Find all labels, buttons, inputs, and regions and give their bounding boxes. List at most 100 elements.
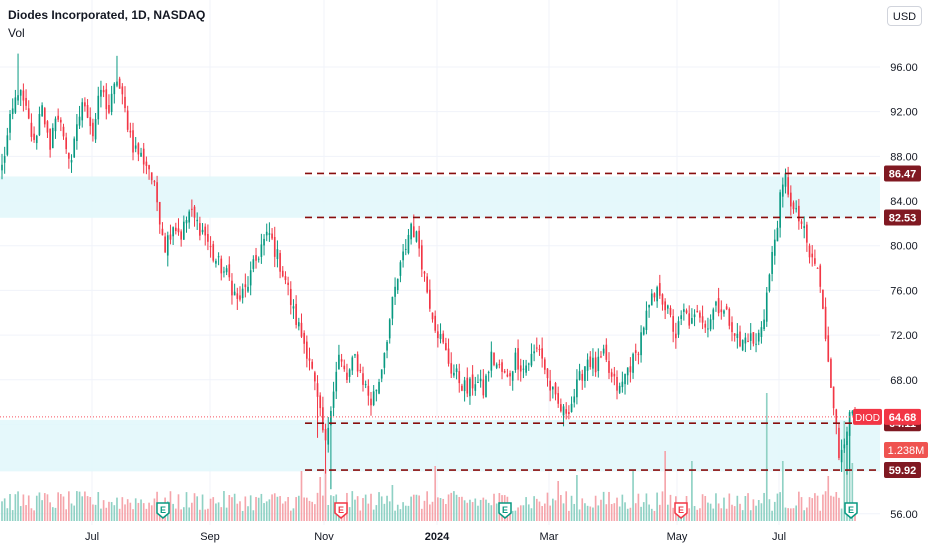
volume-bar bbox=[49, 502, 51, 521]
candle-body bbox=[420, 245, 423, 270]
candle-body bbox=[653, 293, 656, 298]
volume-bar bbox=[618, 506, 621, 521]
volume-tag-bg bbox=[884, 442, 928, 458]
support-resistance-zone bbox=[0, 176, 880, 218]
candle-body bbox=[506, 374, 509, 377]
support-resistance-zone bbox=[0, 419, 880, 472]
volume-bar bbox=[193, 493, 196, 521]
candle-body bbox=[351, 357, 354, 371]
candle-body bbox=[752, 332, 755, 344]
candle-body bbox=[126, 110, 129, 130]
volume-bar bbox=[276, 496, 279, 521]
volume-bar bbox=[51, 507, 54, 521]
candle-body bbox=[640, 332, 642, 356]
volume-indicator-label[interactable]: Vol bbox=[8, 26, 25, 40]
candle-body bbox=[265, 231, 268, 236]
candle-body bbox=[388, 319, 391, 339]
candle-body bbox=[207, 233, 209, 242]
earnings-marker-positive[interactable]: E bbox=[156, 502, 170, 519]
candle-body bbox=[800, 221, 803, 224]
volume-bar bbox=[378, 492, 380, 521]
candle-body bbox=[490, 351, 493, 371]
candle-body bbox=[27, 108, 30, 119]
candle-body bbox=[338, 354, 340, 370]
volume-bar bbox=[605, 504, 608, 521]
volume-bar bbox=[755, 505, 757, 521]
candle-body bbox=[17, 95, 19, 101]
volume-bar bbox=[46, 494, 49, 521]
candle-body bbox=[335, 371, 338, 392]
earnings-marker-negative[interactable]: E bbox=[334, 502, 348, 519]
candle-body bbox=[434, 315, 437, 331]
volume-bar bbox=[284, 501, 287, 521]
volume-bar bbox=[255, 496, 257, 521]
candle-body bbox=[284, 276, 287, 281]
symbol-title[interactable]: Diodes Incorporated, 1D, NASDAQ bbox=[8, 8, 206, 22]
candle-body bbox=[140, 152, 142, 157]
candle-body bbox=[311, 361, 314, 369]
volume-bar bbox=[25, 505, 27, 521]
volume-bar bbox=[696, 509, 699, 521]
candle-body bbox=[846, 431, 848, 446]
volume-bar bbox=[228, 495, 231, 521]
candle-body bbox=[672, 316, 674, 332]
candle-body bbox=[501, 362, 503, 372]
volume-bar bbox=[148, 502, 150, 521]
earnings-label: E bbox=[502, 505, 508, 515]
currency-selector[interactable]: USD bbox=[887, 6, 922, 26]
volume-bar bbox=[723, 497, 725, 521]
candle-body bbox=[247, 286, 249, 292]
volume-bar bbox=[126, 499, 129, 521]
candle-body bbox=[201, 229, 204, 233]
earnings-marker-positive[interactable]: E bbox=[844, 502, 858, 519]
volume-bar bbox=[396, 504, 399, 521]
volume-bar bbox=[482, 497, 485, 521]
candle-body bbox=[378, 381, 380, 394]
candle-body bbox=[814, 258, 816, 264]
volume-bar bbox=[204, 509, 207, 521]
volume-bar bbox=[370, 493, 372, 521]
candle-body bbox=[576, 379, 578, 398]
volume-bar bbox=[616, 497, 618, 521]
volume-bar bbox=[479, 499, 482, 521]
volume-bar bbox=[439, 498, 442, 521]
time-tick-label: Mar bbox=[540, 531, 559, 543]
price-tick-label: 80.00 bbox=[890, 241, 918, 253]
earnings-marker-positive[interactable]: E bbox=[498, 502, 512, 519]
volume-bar bbox=[174, 508, 177, 521]
volume-bar bbox=[691, 461, 693, 521]
candle-body bbox=[522, 368, 525, 370]
volume-bar bbox=[407, 505, 410, 521]
volume-bar bbox=[303, 497, 305, 521]
candle-body bbox=[73, 138, 76, 158]
level-label-bg bbox=[884, 209, 921, 226]
candle-body bbox=[113, 83, 116, 95]
candle-body bbox=[795, 208, 798, 210]
price-tick-label: 76.00 bbox=[890, 285, 918, 297]
volume-bar bbox=[78, 491, 81, 521]
volume-bar bbox=[621, 494, 624, 521]
candle-body bbox=[461, 385, 463, 391]
earnings-badge bbox=[498, 502, 512, 519]
candle-body bbox=[466, 377, 469, 394]
candle-body bbox=[375, 389, 378, 392]
volume-bar bbox=[94, 504, 97, 521]
candle-body bbox=[22, 90, 25, 101]
volume-bar bbox=[108, 501, 110, 521]
earnings-marker-negative[interactable]: E bbox=[674, 502, 688, 519]
volume-bar bbox=[463, 500, 466, 521]
candle-body bbox=[731, 322, 733, 333]
candle-body bbox=[38, 113, 41, 136]
candle-body bbox=[568, 412, 570, 414]
volume-bar bbox=[626, 508, 629, 521]
candle-body bbox=[209, 246, 212, 248]
volume-bar bbox=[386, 495, 388, 521]
time-axis: Jul Sep Nov 2024 Mar May Jul bbox=[85, 531, 786, 543]
candle-body bbox=[600, 356, 602, 358]
volume-bar bbox=[420, 508, 423, 521]
candle-body bbox=[164, 236, 166, 253]
candle-body bbox=[68, 152, 70, 159]
candle-body bbox=[779, 192, 781, 228]
earnings-badge bbox=[844, 502, 858, 519]
